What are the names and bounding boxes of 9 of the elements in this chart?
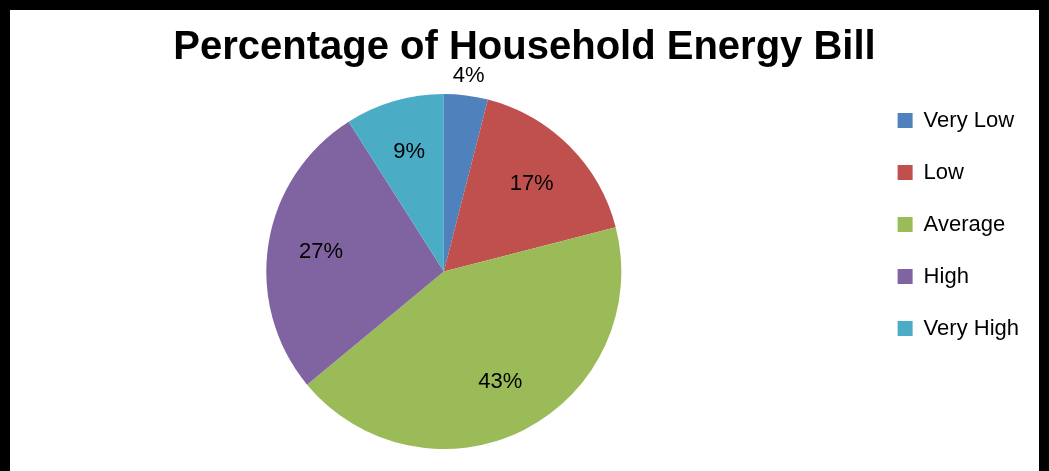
- data-label: 43%: [478, 368, 523, 394]
- legend-label: Low: [923, 158, 965, 184]
- legend-label: Very Low: [923, 106, 1015, 132]
- legend-label: Average: [923, 210, 1006, 236]
- data-label: 17%: [509, 169, 554, 195]
- data-label: 9%: [393, 138, 426, 164]
- data-label: 27%: [299, 238, 344, 264]
- legend-label: Very High: [923, 314, 1020, 340]
- legend-label: High: [923, 262, 969, 288]
